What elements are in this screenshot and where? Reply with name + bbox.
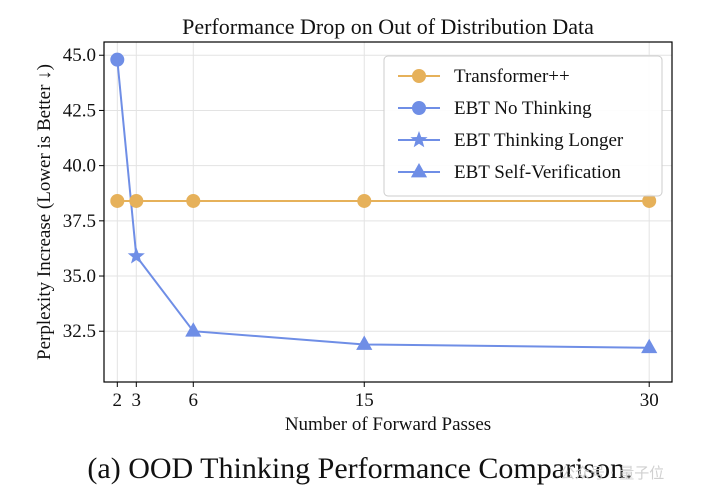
data-point-ebt-thinking-longer — [127, 247, 145, 264]
axis-ticks: 2 3 6 15 30 32.5 35.0 37.5 40.0 42.5 45.0 — [63, 45, 659, 411]
data-point-transformer- — [357, 193, 372, 208]
legend-box — [383, 55, 663, 197]
legend-label: EBT Thinking Longer — [454, 130, 624, 151]
plot-frame — [103, 41, 673, 383]
x-tick-label: 2 — [113, 390, 123, 411]
x-tick-label: 15 — [355, 390, 374, 411]
legend-label: Transformer++ — [454, 66, 570, 87]
x-axis-label: Number of Forward Passes — [285, 414, 491, 435]
data-point-transformer- — [129, 193, 144, 208]
legend-marker — [412, 69, 426, 83]
legend-marker — [410, 131, 428, 148]
legend-marker — [410, 163, 428, 178]
y-tick-label: 37.5 — [63, 211, 96, 232]
data-point-ebt-self-verification — [641, 338, 658, 354]
legend: Transformer++ EBT No Thinking EBT Thinking… — [383, 55, 663, 197]
data-point-transformer- — [186, 193, 201, 208]
x-tick-label: 30 — [640, 390, 659, 411]
data-point-ebt-no-thinking — [110, 52, 125, 67]
watermark: 公众号 · 量子位 — [560, 464, 665, 482]
y-tick-label: 32.5 — [63, 321, 96, 342]
legend-label: EBT No Thinking — [454, 98, 592, 119]
y-tick-label: 40.0 — [63, 156, 96, 177]
data-point-ebt-self-verification — [356, 335, 373, 350]
y-tick-label: 42.5 — [63, 100, 96, 121]
y-axis-label: Perplexity Increase (Lower is Better ↓) — [34, 64, 55, 360]
legend-marker — [412, 101, 426, 115]
figure-caption: (a) OOD Thinking Performance Comparison. — [87, 452, 633, 485]
y-tick-label: 45.0 — [63, 45, 96, 66]
x-tick-label: 6 — [189, 390, 199, 411]
chart-title: Performance Drop on Out of Distribution … — [182, 14, 594, 39]
legend-label: EBT Self-Verification — [454, 162, 621, 183]
plot-series — [110, 52, 658, 354]
chart: 2 3 6 15 30 32.5 35.0 37.5 40.0 42.5 45.0 Performa… — [34, 14, 673, 435]
x-tick-label: 3 — [132, 390, 142, 411]
data-point-ebt-self-verification — [185, 322, 202, 337]
data-point-transformer- — [110, 193, 125, 208]
y-tick-label: 35.0 — [63, 266, 96, 287]
